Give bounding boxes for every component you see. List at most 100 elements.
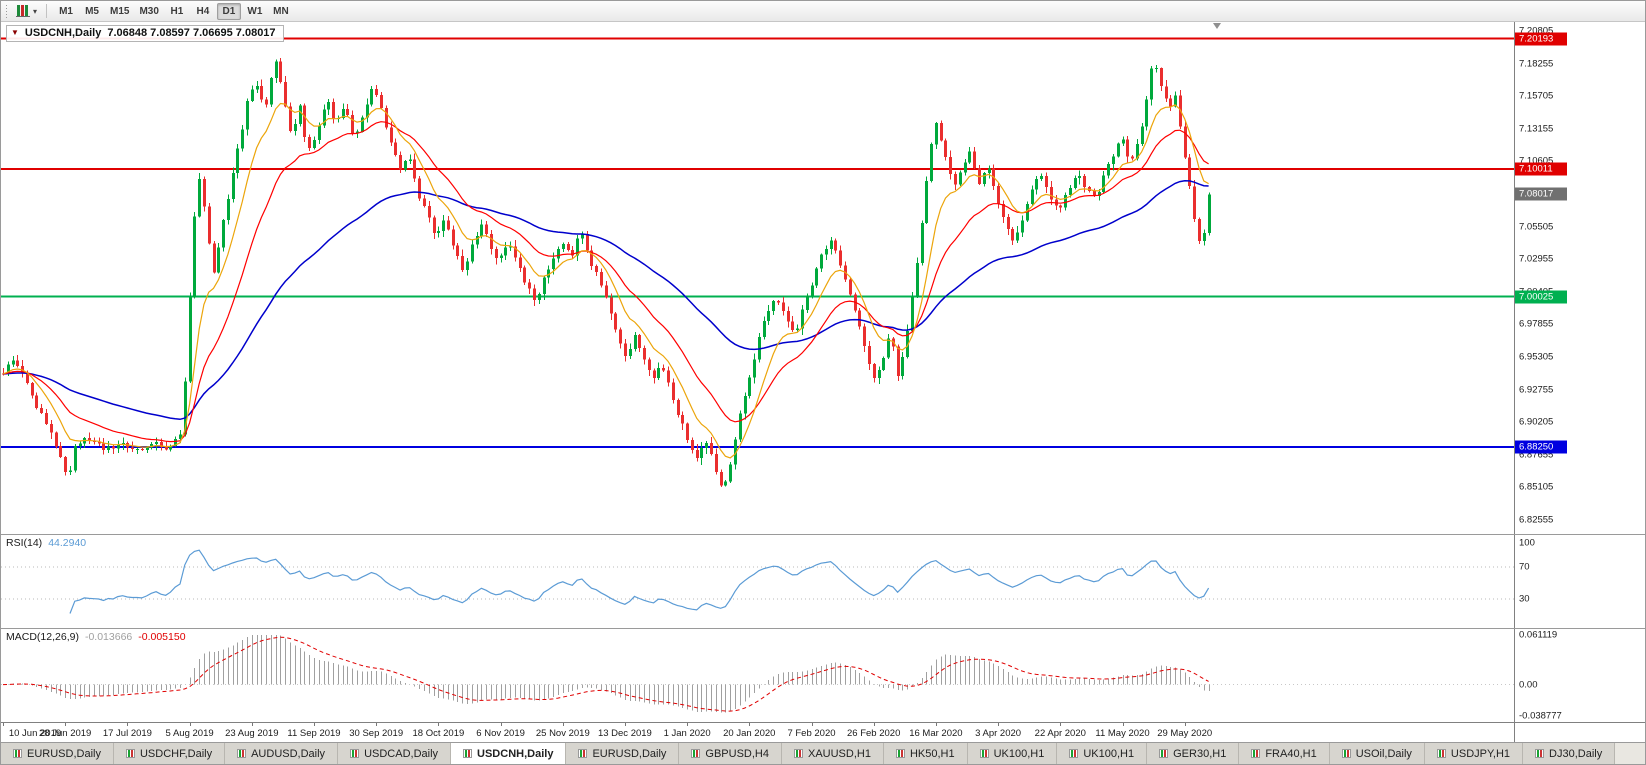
pane-separator[interactable] xyxy=(1,534,1645,535)
rsi-indicator-chart xyxy=(1,549,1514,614)
macd-pane[interactable]: MACD(12,26,9) -0.013666 -0.005150 xyxy=(1,629,1514,722)
rsi-tick-label: 30 xyxy=(1519,593,1530,605)
timeframe-button-m1[interactable]: M1 xyxy=(59,5,73,17)
price-tick-label: 7.10605 xyxy=(1519,155,1554,167)
tab-chart-icon xyxy=(1159,749,1169,758)
tab-eurusd-daily[interactable]: EURUSD,Daily xyxy=(566,743,680,764)
price-level-badge: 7.00025 xyxy=(1515,290,1567,303)
ma-line-9 xyxy=(2,102,1209,459)
date-tick xyxy=(873,723,875,726)
tab-usdcad-daily[interactable]: USDCAD,Daily xyxy=(338,743,452,764)
rsi-value: 44.2940 xyxy=(48,537,87,549)
main-chart-plot[interactable]: ▼ USDCNH,Daily 7.06848 7.08597 7.06695 7… xyxy=(1,22,1514,534)
rsi-tick-label: 70 xyxy=(1519,561,1530,573)
tab-label: UK100,H1 xyxy=(993,747,1045,760)
tab-dj30-daily[interactable]: DJ30,Daily xyxy=(1523,743,1616,764)
rsi-tick-label: 100 xyxy=(1519,537,1535,549)
toolbar-separator xyxy=(46,4,48,18)
tab-hk50-h1[interactable]: HK50,H1 xyxy=(883,743,968,764)
tab-chart-icon xyxy=(578,749,588,758)
timeframe-button-h4[interactable]: H4 xyxy=(196,5,210,17)
rsi-pane[interactable]: RSI(14) 44.2940 xyxy=(1,535,1514,628)
timeframe-button-m30[interactable]: M30 xyxy=(139,5,159,17)
macd-tick-label: 0.061119 xyxy=(1519,629,1558,641)
date-label: 5 Aug 2019 xyxy=(165,728,214,739)
date-tick xyxy=(562,723,564,726)
tab-label: XAUUSD,H1 xyxy=(807,747,871,760)
date-label: 10 Jun 2019 xyxy=(8,728,62,739)
date-tick xyxy=(687,723,689,726)
date-label: 17 Jul 2019 xyxy=(102,728,152,739)
tab-uk100-h1[interactable]: UK100,H1 xyxy=(967,743,1058,764)
tab-chart-icon xyxy=(350,749,360,758)
date-tick xyxy=(65,723,67,726)
rsi-axis[interactable]: 100 70 30 xyxy=(1514,535,1645,628)
current-price-badge: 7.08017 xyxy=(1515,187,1567,201)
chart-type-icon[interactable] xyxy=(16,5,30,17)
date-label: 23 Aug 2019 xyxy=(225,728,279,739)
chart-type-dropdown-arrow-icon[interactable]: ▾ xyxy=(33,6,38,16)
tab-label: HK50,H1 xyxy=(909,747,955,760)
tab-fra40-h1[interactable]: FRA40,H1 xyxy=(1239,743,1330,764)
candlestick-chart xyxy=(1,37,1514,487)
pane-separator[interactable] xyxy=(1,628,1645,629)
tab-usdcnh-daily[interactable]: USDCNH,Daily xyxy=(451,743,567,764)
rsi-level-lines xyxy=(1,566,1514,600)
tab-label: USDJPY,H1 xyxy=(1450,747,1511,760)
timeframe-button-m5[interactable]: M5 xyxy=(85,5,99,17)
timeframe-button-m15[interactable]: M15 xyxy=(110,5,130,17)
date-label: 11 Sep 2019 xyxy=(287,728,341,739)
tab-usoil-daily[interactable]: USOil,Daily xyxy=(1329,743,1425,764)
date-tick xyxy=(314,723,315,726)
timeframe-button-mn[interactable]: MN xyxy=(273,5,289,17)
macd-tick-label: -0.038777 xyxy=(1519,710,1562,722)
price-tick-label: 7.02955 xyxy=(1519,253,1554,265)
time-axis[interactable]: 10 Jun 2019 28 Jun 2019 17 Jul 2019 5 Aug 2… xyxy=(1,723,1514,742)
price-tick-label: 7.13155 xyxy=(1519,123,1554,135)
tab-label: USDCNH,Daily xyxy=(477,747,554,760)
macd-axis[interactable]: 0.061119 0.00 -0.038777 xyxy=(1514,629,1645,722)
date-tick xyxy=(1122,723,1124,726)
date-tick xyxy=(376,723,378,726)
price-axis[interactable]: 7.20805 7.18255 7.15705 7.13155 7.10605 7.080… xyxy=(1514,22,1645,534)
moving-average-lines xyxy=(2,102,1209,459)
toolbar-grip[interactable] xyxy=(5,4,9,18)
rsi-label-box: RSI(14) 44.2940 xyxy=(6,537,86,549)
time-axis-corner xyxy=(1514,723,1645,742)
timeframe-button-d1[interactable]: D1 xyxy=(216,2,241,20)
price-level-badge: 7.10011 xyxy=(1515,162,1567,176)
chart-title: USDCNH,Daily xyxy=(24,27,102,39)
timeframe-button-w1[interactable]: W1 xyxy=(247,5,263,17)
price-level-badge: 7.20193 xyxy=(1515,32,1567,46)
tab-audusd-daily[interactable]: AUDUSD,Daily xyxy=(225,743,339,764)
chart-shift-marker[interactable] xyxy=(1213,23,1221,29)
tab-usdchf-daily[interactable]: USDCHF,Daily xyxy=(113,743,226,764)
date-tick xyxy=(438,723,440,726)
date-tick xyxy=(189,723,191,726)
rsi-line xyxy=(69,549,1210,614)
tab-uk100-h1[interactable]: UK100,H1 xyxy=(1057,743,1148,764)
price-tick-label: 6.97855 xyxy=(1519,318,1554,330)
toolbar: ▾ M1 M5 M15 M30 H1 H4 D1 W1 MN xyxy=(1,1,1645,22)
tab-label: FRA40,H1 xyxy=(1265,747,1317,760)
tab-chart-icon xyxy=(691,749,701,758)
tab-chart-icon xyxy=(1341,749,1351,758)
date-tick xyxy=(811,723,813,726)
chart-title-box: ▼ USDCNH,Daily 7.06848 7.08597 7.06695 7… xyxy=(6,25,284,42)
tab-chart-icon xyxy=(1436,749,1446,758)
date-label: 11 May 2020 xyxy=(1095,728,1150,739)
macd-label-box: MACD(12,26,9) -0.013666 -0.005150 xyxy=(6,631,186,643)
ma-line-21 xyxy=(2,121,1209,443)
tab-usdjpy-h1[interactable]: USDJPY,H1 xyxy=(1424,743,1524,764)
tab-ger30-h1[interactable]: GER30,H1 xyxy=(1147,743,1240,764)
macd-indicator-chart xyxy=(1,635,1514,713)
tab-label: USDCHF,Daily xyxy=(139,747,213,760)
tab-gbpusd-h4[interactable]: GBPUSD,H4 xyxy=(679,743,782,764)
macd-main-value: -0.013666 xyxy=(84,631,133,643)
timeframe-button-h1[interactable]: H1 xyxy=(170,5,184,17)
tab-eurusd-daily[interactable]: EURUSD,Daily xyxy=(1,743,114,764)
symbol-menu-icon[interactable]: ▼ xyxy=(11,28,19,37)
date-label: 25 Nov 2019 xyxy=(535,728,590,739)
tab-xauusd-h1[interactable]: XAUUSD,H1 xyxy=(781,743,884,764)
